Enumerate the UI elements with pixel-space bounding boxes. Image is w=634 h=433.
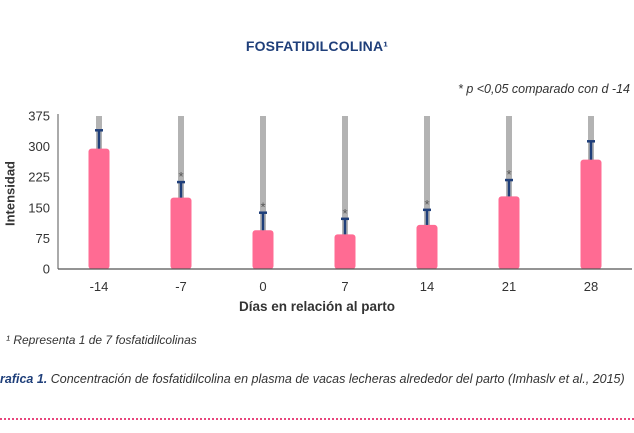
y-tick-label: 0 xyxy=(43,262,50,277)
data-bar xyxy=(498,196,520,269)
figure-caption: rafica 1. Concentración de fosfatidilcol… xyxy=(0,372,625,386)
data-bar xyxy=(170,197,192,269)
reference-range-bar xyxy=(342,116,348,269)
y-axis-label: Intensidad xyxy=(2,161,18,227)
reference-range-bar xyxy=(260,116,266,269)
footnote: ¹ Representa 1 de 7 fosfatidilcolinas xyxy=(6,333,197,347)
caption-label: rafica 1. xyxy=(0,372,48,386)
significance-star: * xyxy=(424,197,429,212)
data-bar xyxy=(334,234,356,269)
y-tick-label: 300 xyxy=(28,139,50,154)
x-tick-label: 28 xyxy=(584,279,598,294)
x-tick-label: 21 xyxy=(502,279,516,294)
chart-title: FOSFATIDILCOLINA¹ xyxy=(245,38,389,54)
x-tick-label: 0 xyxy=(259,279,266,294)
y-tick-label: 225 xyxy=(28,170,50,185)
y-tick-label: 75 xyxy=(36,231,50,246)
significance-star: * xyxy=(506,167,511,182)
dotted-divider xyxy=(0,418,634,420)
data-bar xyxy=(88,148,110,269)
x-tick-label: 7 xyxy=(341,279,348,294)
significance-star: * xyxy=(342,206,347,221)
x-tick-label: -7 xyxy=(175,279,187,294)
y-tick-label: 375 xyxy=(28,109,50,124)
x-axis-label: Días en relación al parto xyxy=(238,299,396,314)
data-bar xyxy=(580,159,602,269)
y-tick-label: 150 xyxy=(28,200,50,215)
significance-star: * xyxy=(260,200,265,215)
x-tick-label: -14 xyxy=(90,279,109,294)
caption-text: Concentración de fosfatidilcolina en pla… xyxy=(47,372,625,386)
x-tick-label: 14 xyxy=(420,279,434,294)
significance-note: * p <0,05 comparado con d -14 xyxy=(458,82,630,96)
data-bar xyxy=(252,230,274,269)
data-bar xyxy=(416,224,438,269)
reference-range-bar xyxy=(424,116,430,269)
significance-star: * xyxy=(178,169,183,184)
